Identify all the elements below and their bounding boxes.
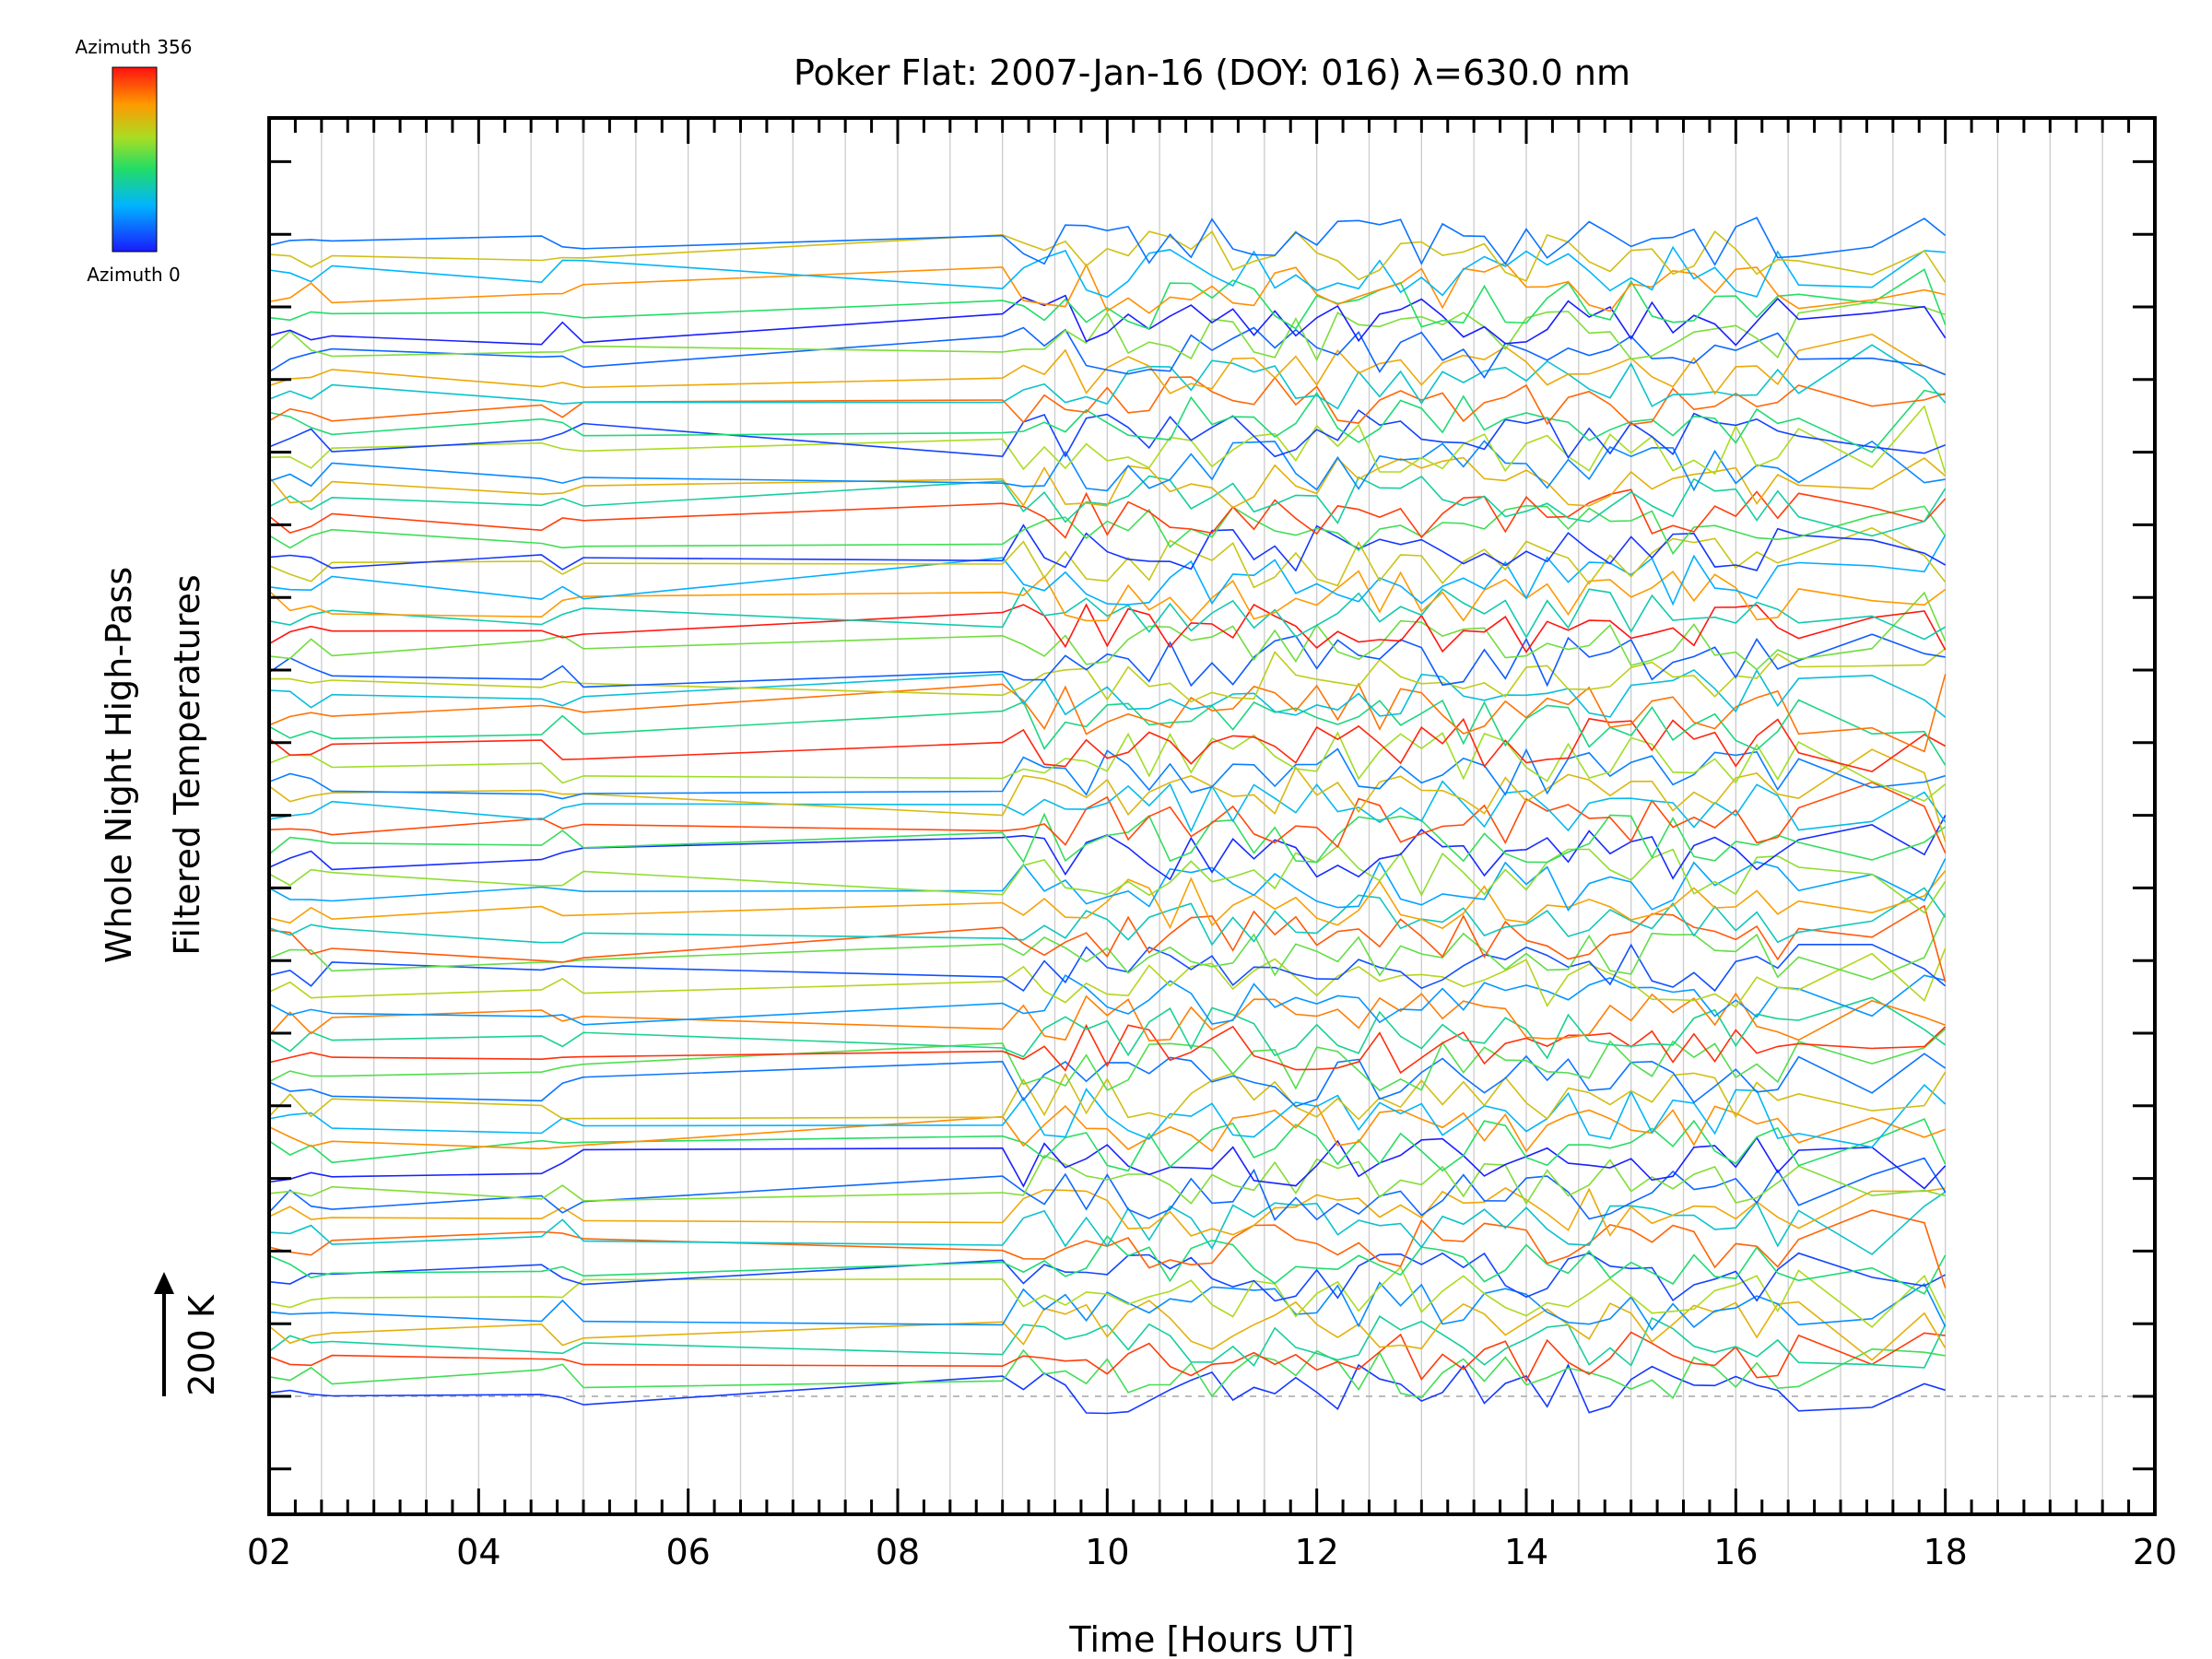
y-axis-label-line2: Filtered Temperatures: [167, 574, 207, 955]
series-line: [269, 748, 1947, 842]
series-line: [269, 1135, 1947, 1190]
x-tick-label: 16: [1713, 1532, 1758, 1572]
series-line: [269, 1331, 1946, 1382]
series-line: [269, 1157, 1947, 1221]
axis-ticks: [267, 118, 2157, 1514]
series-line: [269, 268, 1947, 330]
series-line: [269, 389, 1946, 453]
series-line: [269, 648, 1947, 703]
series-line: [269, 1235, 1947, 1295]
scale-label: 200 K: [182, 1294, 222, 1396]
series-line: [269, 1118, 1947, 1172]
series-line: [269, 947, 1947, 1008]
series-line: [269, 245, 1946, 299]
series-line: [269, 344, 1947, 410]
series-line: [269, 1265, 1947, 1328]
series-line: [269, 1347, 1946, 1399]
series-line: [269, 504, 1947, 556]
series-line: [269, 333, 1946, 395]
x-tick-label: 20: [2133, 1532, 2177, 1572]
series-line: [269, 1315, 1947, 1369]
series-line: [269, 1363, 1946, 1415]
colorbar-gradient: [112, 66, 158, 253]
x-tick-label: 02: [247, 1532, 291, 1572]
series-line: [269, 591, 1947, 671]
series-line: [269, 974, 1946, 1026]
series-line: [269, 524, 1947, 572]
series-line: [269, 844, 1947, 914]
series-line: [269, 1191, 1947, 1255]
series-line: [269, 405, 1947, 476]
colorbar-top-label: Azimuth 356: [76, 36, 193, 58]
series-line: [269, 294, 1947, 347]
series-line: [269, 570, 1947, 622]
series-line: [269, 717, 1947, 772]
scale-indicator: 200 K: [154, 1272, 222, 1396]
x-tick-label: 12: [1294, 1532, 1338, 1572]
x-tick-label: 06: [665, 1532, 710, 1572]
series-line: [269, 781, 1947, 853]
series-line: [269, 904, 1947, 982]
grid: [321, 118, 2103, 1514]
series-line: [269, 326, 1947, 380]
series-line: [269, 1252, 1947, 1302]
series-line: [269, 674, 1947, 753]
series-line: [269, 488, 1947, 539]
traces: [269, 217, 1947, 1415]
colorbar: Azimuth 356 Azimuth 0: [76, 36, 193, 286]
series-line: [269, 1053, 1947, 1108]
series-line: [269, 376, 1946, 426]
series-line: [269, 300, 1946, 362]
series-line: [269, 996, 1947, 1060]
series-line: [269, 1300, 1947, 1361]
series-line: [269, 262, 1946, 314]
series-line: [269, 586, 1947, 641]
series-line: [269, 815, 1947, 881]
x-tick-label: 04: [456, 1532, 500, 1572]
y-axis-label-line1: Whole Night High-Pass: [99, 567, 139, 963]
x-tick-labels: 02 04 06 08 10 12 14 16 18 20: [247, 1532, 2177, 1572]
series-line: [269, 603, 1947, 653]
series-line: [269, 780, 1947, 833]
series-line: [269, 887, 1947, 947]
y-axis-label: Whole Night High-Pass Filtered Temperatu…: [99, 567, 207, 963]
series-line: [269, 217, 1947, 266]
series-line: [269, 1154, 1946, 1206]
x-tick-label: 08: [876, 1532, 920, 1572]
chart-title: Poker Flat: 2007-Jan-16 (DOY: 016) λ=630…: [794, 53, 1630, 93]
series-line: [269, 1071, 1947, 1121]
series-line: [269, 526, 1947, 589]
x-tick-label: 10: [1085, 1532, 1129, 1572]
series-line: [269, 1103, 1946, 1153]
scale-arrow-head: [154, 1272, 174, 1294]
series-line: [269, 475, 1947, 537]
series-line: [269, 992, 1946, 1041]
colorbar-bottom-label: Azimuth 0: [87, 264, 181, 286]
series-line: [269, 1028, 1947, 1092]
series-line: [269, 870, 1947, 930]
series-line: [269, 229, 1947, 284]
series-line: [269, 535, 1947, 606]
series-line: [269, 747, 1946, 800]
series-line: [269, 1281, 1947, 1331]
series-line: [269, 1023, 1947, 1075]
series-line: [269, 943, 1947, 993]
series-line: [269, 1209, 1947, 1288]
series-line: [269, 440, 1946, 492]
x-axis-label: Time [Hours UT]: [1068, 1619, 1354, 1659]
series-line: [269, 858, 1947, 912]
series-line: [269, 812, 1947, 864]
series-line: [269, 668, 1947, 718]
series-line: [269, 633, 1946, 688]
series-line: [269, 456, 1947, 509]
x-tick-label: 14: [1504, 1532, 1548, 1572]
series-line: [269, 731, 1947, 802]
series-line: [269, 1187, 1946, 1237]
x-tick-label: 18: [1923, 1532, 1967, 1572]
